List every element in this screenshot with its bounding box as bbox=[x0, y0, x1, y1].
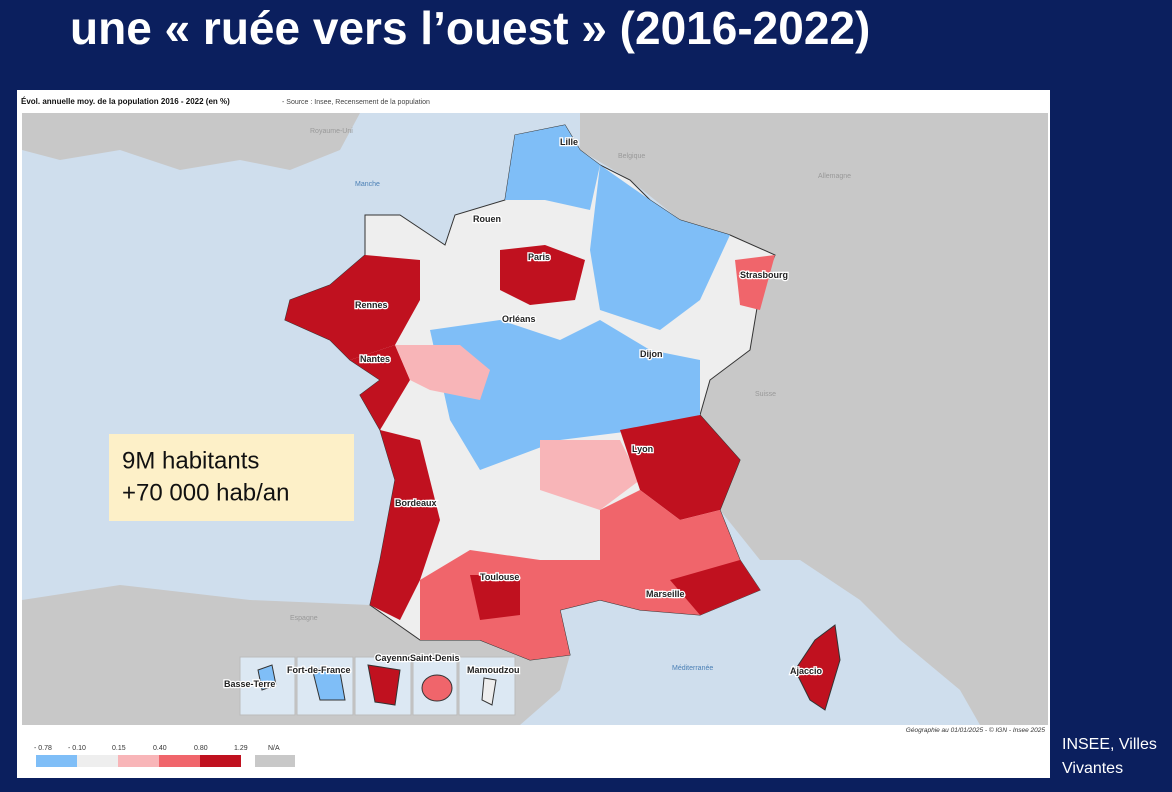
legend-break: 0.80 bbox=[194, 745, 208, 752]
credit: INSEE, Villes bbox=[1062, 736, 1157, 753]
inset-box bbox=[296, 656, 354, 716]
city-label: Marseille bbox=[646, 589, 685, 599]
land-europe bbox=[580, 113, 1048, 725]
region-center bbox=[430, 320, 700, 470]
legend-na: N/A bbox=[268, 745, 280, 752]
region-alsace bbox=[735, 255, 775, 310]
legend-swatch bbox=[159, 755, 200, 767]
inset-label: Saint-Denis bbox=[410, 653, 460, 663]
region-north bbox=[505, 125, 600, 210]
city-label: Toulouse bbox=[480, 572, 519, 582]
region-brittany bbox=[285, 255, 420, 360]
land-uk bbox=[22, 113, 360, 170]
city-label: Rouen bbox=[473, 214, 501, 224]
legend-break: 0.40 bbox=[153, 745, 167, 752]
city-label: Nantes bbox=[360, 354, 390, 364]
legend-swatch bbox=[118, 755, 159, 767]
region-northeast bbox=[590, 165, 730, 330]
legend-swatch bbox=[77, 755, 118, 767]
country-label: Espagne bbox=[290, 615, 318, 622]
guadeloupe bbox=[257, 664, 277, 691]
city-label: Orléans bbox=[502, 314, 536, 324]
city-label: Ajaccio bbox=[790, 666, 823, 676]
map-header: Évol. annuelle moy. de la population 201… bbox=[21, 97, 230, 106]
legend-swatch bbox=[255, 755, 295, 767]
callout-box bbox=[109, 434, 354, 521]
region-southwest bbox=[370, 430, 440, 620]
inset-label: Cayenne bbox=[375, 653, 413, 663]
legend-break: - 0.78 bbox=[34, 745, 52, 752]
region-var bbox=[670, 560, 760, 615]
callout-line: +70 000 hab/an bbox=[122, 479, 290, 506]
slide-title: une « ruée vers l’ouest » (2016-2022) bbox=[70, 2, 870, 54]
legend-break: - 0.10 bbox=[68, 745, 86, 752]
inset-label: Mamoudzou bbox=[467, 665, 520, 675]
country-label: Allemagne bbox=[818, 173, 851, 180]
reunion bbox=[421, 674, 453, 702]
city-label: Paris bbox=[528, 252, 550, 262]
callout-line: 9M habitants bbox=[122, 447, 259, 474]
sea-label: Manche bbox=[355, 181, 380, 188]
city-label: Bordeaux bbox=[395, 498, 437, 508]
region-toulouse bbox=[470, 575, 520, 620]
legend-break: 1.29 bbox=[234, 745, 248, 752]
city-label: Dijon bbox=[640, 349, 663, 359]
legend-break: 0.15 bbox=[112, 745, 126, 752]
legend-swatch bbox=[36, 755, 77, 767]
country-label: Suisse bbox=[755, 391, 776, 398]
corsica bbox=[794, 624, 841, 711]
map-source: - Source : Insee, Recensement de la popu… bbox=[282, 99, 430, 106]
country-label: Royaume-Uni bbox=[310, 128, 353, 135]
city-label: Strasbourg bbox=[740, 270, 788, 280]
city-label: Lyon bbox=[632, 444, 653, 454]
mayotte bbox=[481, 677, 497, 706]
map-footer: Géographie au 01/01/2025 - © IGN - Insee… bbox=[906, 726, 1046, 734]
sea-label: Méditerranée bbox=[672, 665, 713, 672]
legend-swatch bbox=[200, 755, 241, 767]
region-westcenter bbox=[395, 345, 490, 400]
martinique bbox=[311, 667, 346, 701]
credit: Vivantes bbox=[1062, 760, 1123, 777]
city-label: Rennes bbox=[355, 300, 388, 310]
city-label: Lille bbox=[560, 137, 578, 147]
inset-label: Basse-Terre bbox=[224, 679, 275, 689]
region-nantes bbox=[350, 345, 410, 430]
region-lyon bbox=[620, 415, 740, 520]
country-label: Belgique bbox=[618, 153, 645, 160]
region-auvergne bbox=[540, 440, 640, 510]
inset-label: Fort-de-France bbox=[287, 665, 351, 675]
region-paris bbox=[500, 245, 585, 305]
guyane bbox=[367, 664, 401, 706]
